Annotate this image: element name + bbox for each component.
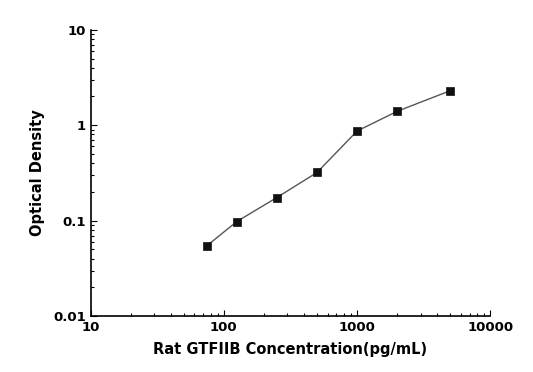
- X-axis label: Rat GTFIIB Concentration(pg/mL): Rat GTFIIB Concentration(pg/mL): [154, 342, 427, 357]
- Y-axis label: Optical Density: Optical Density: [30, 110, 45, 236]
